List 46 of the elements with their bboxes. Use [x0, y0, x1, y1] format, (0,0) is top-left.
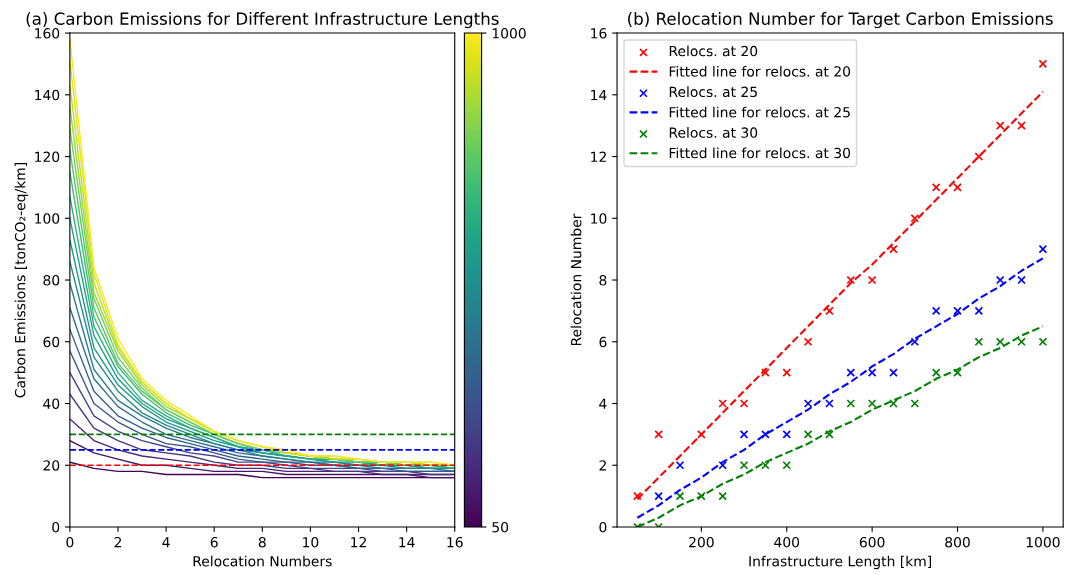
legend-label: Fitted line for relocs. at 20: [669, 65, 851, 77]
legend-label: Relocs. at 25: [669, 86, 757, 98]
y-tick-label: 4: [599, 398, 607, 409]
y-tick-label: 140: [35, 89, 60, 101]
legend-label: Fitted line for relocs. at 30: [669, 147, 851, 159]
y-tick-label: 40: [43, 398, 60, 409]
x-tick-label: 800: [945, 536, 970, 548]
y-tick-label: 80: [43, 274, 60, 286]
y-tick-label: 160: [35, 28, 60, 39]
x-tick-label: 16: [447, 536, 463, 548]
y-axis-title: Carbon Emissions [tonCO₂-eq/km]: [14, 163, 29, 398]
x-tick-label: 0: [66, 536, 74, 548]
legend-label: Relocs. at 30: [669, 127, 758, 138]
x-tick-label: 600: [859, 536, 885, 548]
y-tick-label: 60: [43, 336, 60, 348]
x-tick-label: 12: [351, 536, 366, 548]
y-tick-label: 14: [591, 89, 607, 101]
y-tick-label: 12: [591, 151, 606, 162]
y-tick-label: 0: [52, 521, 60, 533]
y-tick-label: 2: [599, 460, 606, 471]
legend-label: Fitted line for relocs. at 25: [669, 106, 850, 118]
chart-title: (b) Relocation Number for Target Carbon Emissions: [628, 12, 1053, 29]
x-tick-label: 2: [114, 536, 122, 548]
x-tick-label: 14: [399, 537, 415, 548]
y-tick-label: 10: [591, 213, 607, 224]
y-tick-label: 20: [43, 460, 60, 471]
color-bar-label: 50: [492, 521, 509, 533]
y-tick-label: 0: [599, 521, 607, 533]
x-tick-label: 4: [162, 537, 170, 548]
x-tick-label: 1000: [1026, 536, 1060, 548]
chart-title: (a) Carbon Emissions for Different Infrastructure Lengths: [26, 12, 499, 29]
y-tick-label: 120: [35, 151, 60, 163]
legend-label: Relocs. at 20: [669, 45, 758, 57]
x-axis-title: Infrastructure Length [km]: [749, 555, 932, 570]
x-axis-title: Relocation Numbers: [193, 555, 332, 567]
x-tick-label: 400: [774, 536, 800, 548]
y-tick-label: 6: [599, 336, 607, 348]
x-tick-label: 6: [210, 536, 218, 548]
y-tick-label: 16: [591, 28, 607, 39]
y-axis-title: Relocation Number: [570, 213, 582, 346]
y-tick-label: 100: [35, 213, 60, 224]
y-tick-label: 8: [599, 274, 607, 286]
color-bar-label: 1000: [492, 28, 526, 39]
x-tick-label: 10: [303, 536, 319, 548]
x-tick-label: 200: [689, 536, 714, 548]
x-tick-label: 8: [258, 536, 266, 548]
